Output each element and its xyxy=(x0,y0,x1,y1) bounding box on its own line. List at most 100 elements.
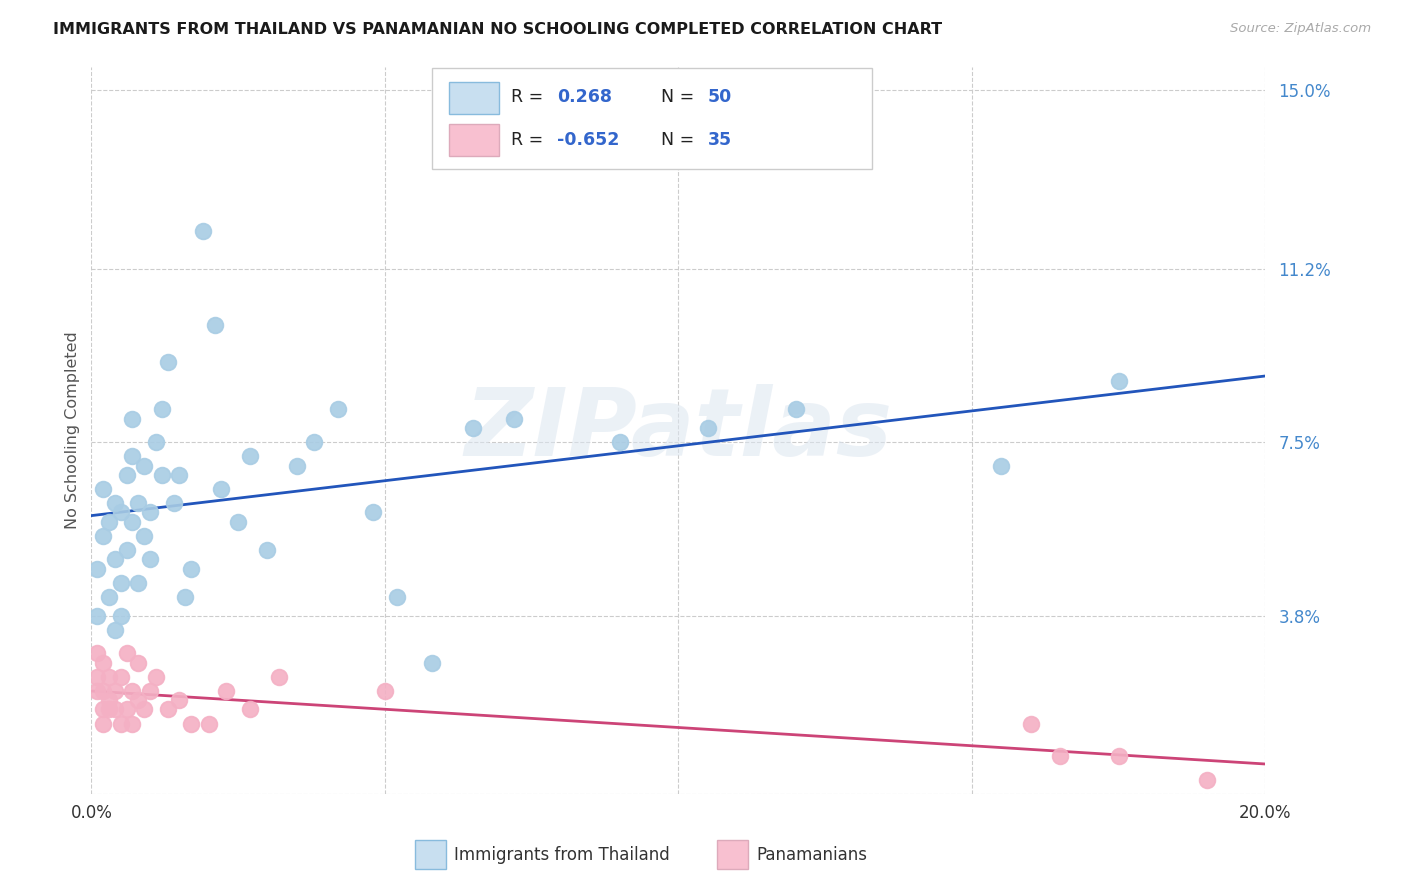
Point xyxy=(374,683,396,698)
Point xyxy=(121,716,143,731)
Point xyxy=(239,449,262,463)
Point xyxy=(503,411,526,425)
Text: N =: N = xyxy=(661,130,700,149)
Point xyxy=(326,402,349,417)
Point xyxy=(104,702,127,716)
Point xyxy=(1108,374,1130,388)
Point xyxy=(115,543,138,558)
Point xyxy=(86,646,108,660)
Point xyxy=(150,402,173,417)
Point xyxy=(127,693,149,707)
Point xyxy=(785,402,807,417)
Text: Panamanians: Panamanians xyxy=(756,846,868,863)
Point xyxy=(162,496,184,510)
Point xyxy=(115,646,138,660)
Point xyxy=(145,435,167,450)
Text: N =: N = xyxy=(661,88,700,106)
Y-axis label: No Schooling Completed: No Schooling Completed xyxy=(65,332,80,529)
Point xyxy=(98,702,121,716)
Point xyxy=(104,683,127,698)
Point xyxy=(91,482,114,496)
Text: Immigrants from Thailand: Immigrants from Thailand xyxy=(454,846,669,863)
Point xyxy=(304,435,326,450)
Point xyxy=(156,355,179,369)
Point xyxy=(91,683,114,698)
Point xyxy=(204,318,226,332)
Point xyxy=(180,716,202,731)
Point xyxy=(990,458,1012,473)
Text: Source: ZipAtlas.com: Source: ZipAtlas.com xyxy=(1230,22,1371,36)
Point xyxy=(110,608,132,623)
Point xyxy=(110,716,132,731)
Point xyxy=(361,506,384,520)
Point xyxy=(420,656,443,670)
Text: 35: 35 xyxy=(707,130,733,149)
Point xyxy=(226,515,249,529)
Point xyxy=(239,702,262,716)
Point xyxy=(256,543,278,558)
Text: IMMIGRANTS FROM THAILAND VS PANAMANIAN NO SCHOOLING COMPLETED CORRELATION CHART: IMMIGRANTS FROM THAILAND VS PANAMANIAN N… xyxy=(53,22,942,37)
Point xyxy=(127,496,149,510)
Point xyxy=(696,421,718,435)
Point xyxy=(134,529,156,543)
Point xyxy=(1108,749,1130,764)
Text: R =: R = xyxy=(510,88,548,106)
Point xyxy=(174,590,197,604)
Point xyxy=(86,562,108,576)
Point xyxy=(145,670,167,684)
Point xyxy=(86,670,108,684)
FancyBboxPatch shape xyxy=(450,124,499,156)
Point xyxy=(191,224,214,238)
Point xyxy=(121,515,143,529)
Point xyxy=(115,702,138,716)
Point xyxy=(121,683,143,698)
Point xyxy=(127,656,149,670)
Point xyxy=(115,467,138,482)
Point xyxy=(110,670,132,684)
Point xyxy=(139,552,162,566)
Text: -0.652: -0.652 xyxy=(557,130,620,149)
Point xyxy=(91,702,114,716)
Point xyxy=(609,435,631,450)
Point xyxy=(98,590,121,604)
FancyBboxPatch shape xyxy=(450,82,499,114)
Point xyxy=(98,515,121,529)
Point xyxy=(169,693,191,707)
Point xyxy=(209,482,232,496)
Point xyxy=(86,683,108,698)
Point xyxy=(98,693,121,707)
Point xyxy=(215,683,238,698)
Point xyxy=(1195,772,1218,787)
Point xyxy=(269,670,291,684)
Point xyxy=(1019,716,1042,731)
Point xyxy=(150,467,173,482)
Text: 0.268: 0.268 xyxy=(557,88,613,106)
Point xyxy=(110,506,132,520)
Point xyxy=(104,552,127,566)
Point xyxy=(134,702,156,716)
Point xyxy=(121,411,143,425)
Point xyxy=(285,458,308,473)
Point xyxy=(98,670,121,684)
Point xyxy=(91,529,114,543)
Point xyxy=(91,656,114,670)
Point xyxy=(169,467,191,482)
Point xyxy=(127,575,149,590)
Point xyxy=(197,716,219,731)
Text: R =: R = xyxy=(510,130,548,149)
Point xyxy=(1049,749,1071,764)
Point xyxy=(139,506,162,520)
Point xyxy=(180,562,202,576)
Point xyxy=(104,623,127,637)
Point xyxy=(104,496,127,510)
Point xyxy=(385,590,408,604)
Text: ZIPatlas: ZIPatlas xyxy=(464,384,893,476)
Point xyxy=(139,683,162,698)
Point xyxy=(156,702,179,716)
Point xyxy=(110,575,132,590)
Point xyxy=(91,716,114,731)
Point xyxy=(86,608,108,623)
Text: 50: 50 xyxy=(707,88,733,106)
Point xyxy=(461,421,484,435)
Point xyxy=(121,449,143,463)
